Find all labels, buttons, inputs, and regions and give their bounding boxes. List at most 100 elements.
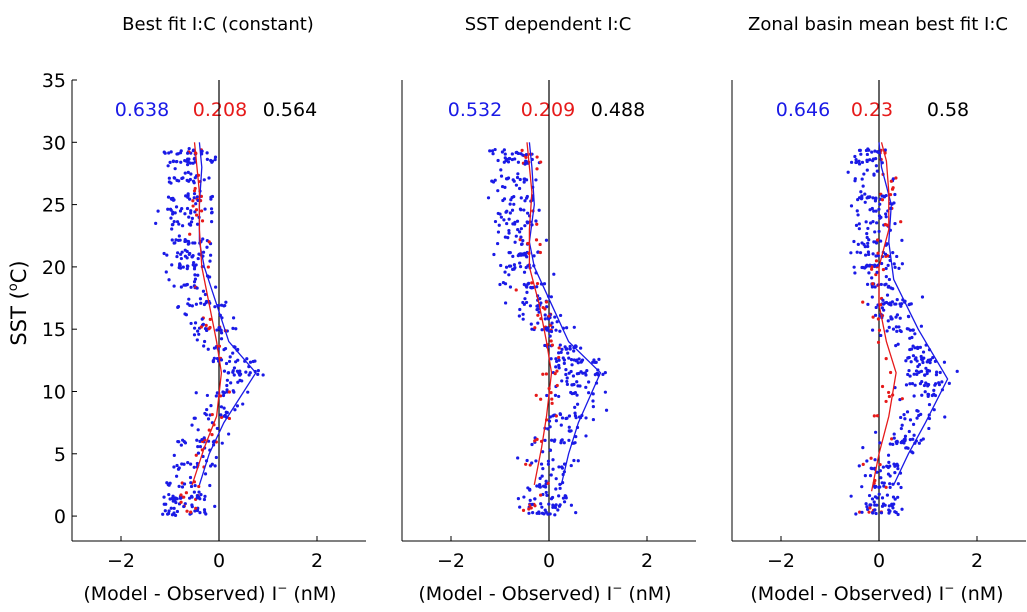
data-point (928, 358, 933, 362)
data-point (884, 275, 888, 279)
data-point (232, 366, 237, 370)
data-point (195, 195, 199, 199)
data-point (911, 437, 915, 441)
data-point (518, 307, 522, 312)
data-point (911, 344, 915, 348)
data-point (219, 328, 223, 332)
data-point (870, 295, 874, 299)
data-point (199, 209, 204, 213)
data-point (537, 310, 541, 314)
data-point (173, 513, 178, 517)
data-point (880, 198, 885, 202)
data-point (911, 422, 916, 426)
data-point (549, 473, 553, 477)
data-point (550, 495, 555, 500)
data-point (908, 382, 912, 386)
data-point (917, 370, 921, 375)
data-point (539, 502, 543, 506)
data-point (560, 347, 564, 351)
data-point (891, 186, 895, 190)
data-point (535, 285, 539, 289)
data-point (539, 160, 543, 164)
data-point (891, 506, 895, 510)
data-point (539, 462, 544, 466)
data-point (172, 506, 176, 510)
data-point (529, 322, 533, 326)
data-point (565, 382, 570, 387)
data-point (868, 208, 872, 212)
data-point (911, 451, 915, 455)
data-point (927, 402, 932, 407)
data-point (174, 500, 178, 505)
data-point (214, 285, 218, 289)
data-point (165, 481, 169, 485)
data-point (891, 442, 895, 446)
data-point (499, 174, 504, 178)
data-point (514, 288, 518, 292)
data-point (536, 250, 540, 254)
data-point (231, 316, 236, 320)
data-point (503, 270, 507, 274)
panel-3-stat-red: 0.23 (851, 99, 893, 121)
data-point (513, 240, 517, 244)
data-point (928, 361, 932, 365)
data-point (873, 199, 878, 203)
data-point (192, 416, 196, 420)
data-point (574, 511, 578, 515)
panel-1-red-median-line (191, 142, 223, 486)
data-point (554, 357, 558, 361)
data-point (192, 280, 197, 284)
data-point (900, 262, 904, 266)
data-point (186, 151, 190, 155)
data-point (506, 160, 511, 164)
data-point (167, 509, 171, 513)
data-point (231, 326, 235, 330)
data-point (573, 441, 577, 445)
data-point (923, 390, 927, 394)
data-point (852, 239, 856, 244)
data-point (178, 263, 182, 267)
data-point (877, 207, 881, 211)
data-point (222, 348, 226, 352)
data-point (530, 502, 534, 506)
data-point (504, 210, 508, 214)
data-point (867, 271, 871, 275)
data-point (898, 329, 902, 333)
panel-1-x-axis-label: (Model - Observed) I− (nM) (83, 581, 336, 605)
data-point (518, 265, 523, 269)
data-point (906, 372, 910, 377)
data-point (518, 261, 522, 265)
data-point (955, 369, 959, 373)
data-point (866, 250, 871, 254)
data-point (504, 265, 509, 269)
data-point (525, 290, 529, 294)
data-point (175, 509, 180, 514)
data-point (562, 361, 566, 365)
data-point (516, 456, 520, 460)
data-point (505, 221, 509, 226)
data-point (581, 371, 585, 375)
data-point (222, 369, 227, 373)
data-point (857, 227, 861, 231)
data-point (849, 160, 854, 164)
data-point (868, 158, 872, 162)
data-point (908, 418, 913, 422)
data-point (205, 407, 209, 412)
data-point (175, 497, 179, 501)
data-point (904, 446, 909, 450)
data-point (220, 441, 224, 445)
data-point (870, 267, 874, 271)
data-point (909, 347, 914, 351)
data-point (215, 356, 220, 361)
data-point (177, 440, 181, 444)
data-point (507, 250, 511, 255)
panel-1-points (154, 147, 265, 517)
data-point (551, 414, 555, 418)
data-point (518, 186, 522, 191)
data-point (507, 264, 512, 268)
data-point (544, 300, 549, 304)
data-point (195, 338, 199, 342)
data-point (521, 508, 526, 512)
data-point (877, 485, 881, 489)
data-point (897, 325, 901, 329)
